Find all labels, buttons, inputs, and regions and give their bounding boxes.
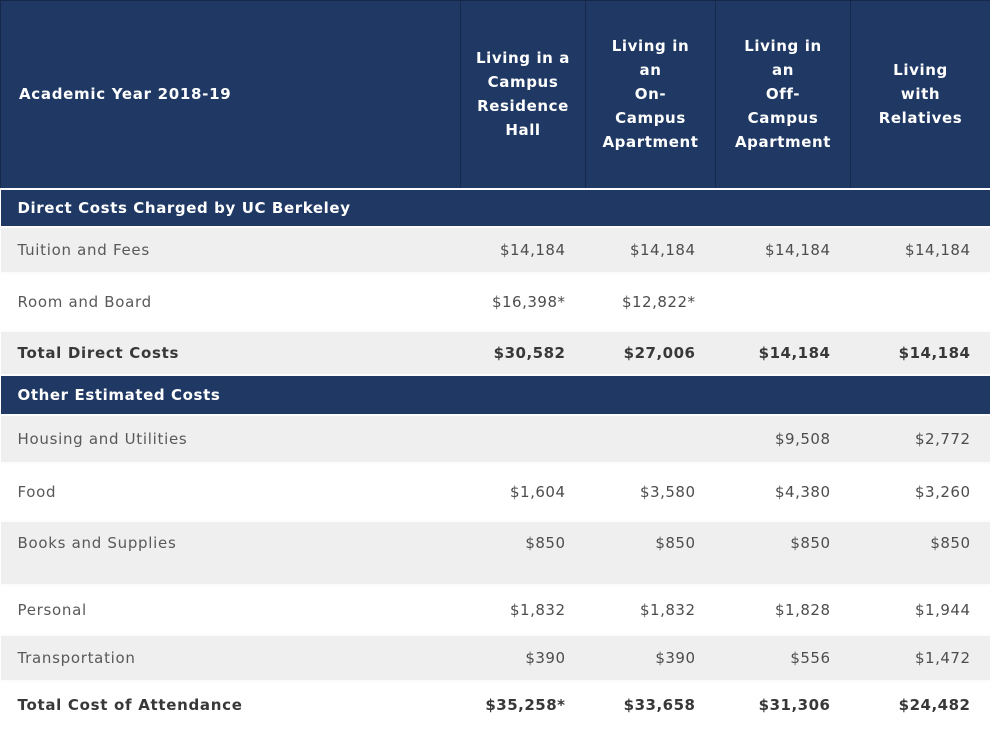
cell-value: $850 [716,521,851,585]
cell-value: $390 [586,635,716,681]
table-row-housing-and-utilities: Housing and Utilities $9,508 $2,772 [1,415,990,463]
column-header-living-with-relatives: Living with Relatives [851,1,990,189]
cell-value: $1,832 [461,585,586,635]
row-label: Personal [1,585,461,635]
cell-value: $14,184 [586,227,716,273]
cell-value: $556 [716,635,851,681]
cell-value: $14,184 [851,227,990,273]
cell-value: $1,604 [461,463,586,521]
row-label: Room and Board [1,273,461,331]
cell-value: $850 [851,521,990,585]
cell-value: $31,306 [716,681,851,729]
cell-value: $12,822* [586,273,716,331]
cell-value: $3,260 [851,463,990,521]
cell-value [586,415,716,463]
cell-value [716,273,851,331]
section-title: Direct Costs Charged by UC Berkeley [1,189,990,227]
row-label: Housing and Utilities [1,415,461,463]
section-title: Other Estimated Costs [1,375,990,415]
table-row-room-and-board: Room and Board $16,398* $12,822* [1,273,990,331]
total-row-direct-costs: Total Direct Costs $30,582 $27,006 $14,1… [1,331,990,375]
cell-value: $24,482 [851,681,990,729]
cell-value: $14,184 [716,227,851,273]
column-header-on-campus-apartment: Living in an On- Campus Apartment [586,1,716,189]
cell-value: $390 [461,635,586,681]
section-header-direct-costs: Direct Costs Charged by UC Berkeley [1,189,990,227]
cell-value: $1,828 [716,585,851,635]
cell-value: $1,832 [586,585,716,635]
row-label: Books and Supplies [1,521,461,585]
section-header-other-costs: Other Estimated Costs [1,375,990,415]
row-label: Tuition and Fees [1,227,461,273]
cell-value: $2,772 [851,415,990,463]
cell-value: $14,184 [851,331,990,375]
cell-value: $1,472 [851,635,990,681]
cell-value: $30,582 [461,331,586,375]
total-row-cost-of-attendance: Total Cost of Attendance $35,258* $33,65… [1,681,990,729]
cell-value: $3,580 [586,463,716,521]
cell-value: $16,398* [461,273,586,331]
academic-year-header: Academic Year 2018-19 [1,1,461,189]
cell-value: $850 [586,521,716,585]
table-header-row: Academic Year 2018-19 Living in a Campus… [1,1,990,189]
cell-value [851,273,990,331]
cell-value [461,415,586,463]
table-row-transportation: Transportation $390 $390 $556 $1,472 [1,635,990,681]
table-row-personal: Personal $1,832 $1,832 $1,828 $1,944 [1,585,990,635]
cell-value: $1,944 [851,585,990,635]
cell-value: $27,006 [586,331,716,375]
row-label: Food [1,463,461,521]
row-label: Total Cost of Attendance [1,681,461,729]
cell-value: $14,184 [716,331,851,375]
row-label: Transportation [1,635,461,681]
cell-value: $14,184 [461,227,586,273]
cell-value: $4,380 [716,463,851,521]
column-header-residence-hall: Living in a Campus Residence Hall [461,1,586,189]
cell-value: $35,258* [461,681,586,729]
column-header-off-campus-apartment: Living in an Off- Campus Apartment [716,1,851,189]
table-row-books-and-supplies: Books and Supplies $850 $850 $850 $850 [1,521,990,585]
table-row-food: Food $1,604 $3,580 $4,380 $3,260 [1,463,990,521]
cell-value: $9,508 [716,415,851,463]
cell-value: $850 [461,521,586,585]
row-label: Total Direct Costs [1,331,461,375]
cell-value: $33,658 [586,681,716,729]
table-row-tuition-and-fees: Tuition and Fees $14,184 $14,184 $14,184… [1,227,990,273]
